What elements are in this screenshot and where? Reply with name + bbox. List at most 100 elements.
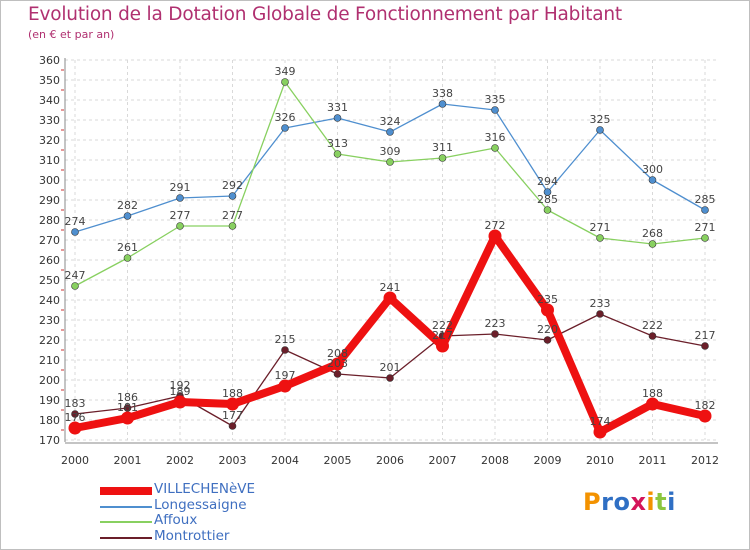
data-label-longessaigne-2011: 300 [642, 163, 663, 176]
data-point-montrottier-2005 [333, 370, 342, 378]
data-point-affoux-2000 [71, 282, 79, 290]
data-point-affoux-2005 [333, 150, 342, 158]
data-label-affoux-2012: 271 [695, 221, 716, 234]
data-point-longessaigne-2000 [71, 228, 79, 236]
data-point-affoux-2006 [386, 158, 394, 166]
data-label-affoux-2007: 311 [432, 141, 453, 154]
y-tick-label-170: 170 [39, 434, 60, 447]
chart-subtitle: (en € et par an) [28, 28, 115, 41]
x-tick-label-2001: 2001 [114, 454, 142, 467]
y-tick-label-270: 270 [39, 234, 60, 247]
y-tick-label-310: 310 [39, 154, 60, 167]
y-tick-label-250: 250 [39, 274, 60, 287]
logo-letter: r [601, 488, 614, 516]
data-label-montrottier-2004: 215 [275, 333, 296, 346]
data-label-villechene-ve-2000: 176 [65, 411, 86, 424]
data-point-affoux-2008 [491, 144, 499, 152]
logo-letter: o [613, 488, 631, 516]
data-point-montrottier-2006 [386, 374, 394, 382]
data-point-montrottier-2012 [701, 342, 709, 350]
data-label-longessaigne-2008: 335 [485, 93, 506, 106]
data-point-villechene-ve-2010 [593, 425, 607, 439]
legend-swatch-longessaigne [100, 505, 152, 508]
y-tick-label-280: 280 [39, 214, 60, 227]
x-tick-label-2011: 2011 [639, 454, 667, 467]
data-point-longessaigne-2008 [491, 106, 499, 114]
data-point-affoux-2007 [438, 154, 447, 162]
x-tick-label-2005: 2005 [324, 454, 352, 467]
data-point-villechene-ve-2005 [331, 357, 344, 371]
legend-label-montrottier: Montrottier [154, 527, 230, 544]
data-point-montrottier-2010 [596, 310, 604, 318]
data-label-montrottier-2011: 222 [642, 319, 663, 332]
x-tick-label-2007: 2007 [429, 454, 457, 467]
x-tick-label-2010: 2010 [586, 454, 614, 467]
logo-letter: i [667, 488, 676, 516]
data-point-longessaigne-2003 [228, 192, 237, 200]
data-label-montrottier-2007: 222 [432, 319, 453, 332]
data-point-longessaigne-2010 [596, 126, 604, 134]
data-label-longessaigne-2012: 285 [695, 193, 716, 206]
data-label-villechene-ve-2011: 188 [642, 387, 663, 400]
data-point-affoux-2001 [123, 254, 132, 262]
data-label-longessaigne-2007: 338 [432, 87, 453, 100]
x-tick-label-2002: 2002 [166, 454, 194, 467]
legend-label-affoux: Affoux [154, 512, 198, 528]
data-point-longessaigne-2002 [176, 194, 184, 202]
data-label-affoux-2011: 268 [642, 227, 663, 240]
x-tick-label-2003: 2003 [219, 454, 247, 467]
y-tick-label-290: 290 [39, 194, 60, 207]
logo-letter: x [630, 488, 647, 516]
data-label-affoux-2003: 277 [222, 209, 243, 222]
data-label-affoux-2004: 349 [275, 65, 296, 78]
data-label-montrottier-2012: 217 [695, 329, 716, 342]
data-point-villechene-ve-2008 [488, 229, 502, 243]
y-tick-label-190: 190 [39, 394, 60, 407]
logo-letter: t [655, 488, 668, 516]
data-label-villechene-ve-2002: 189 [170, 385, 191, 398]
y-tick-label-240: 240 [39, 294, 60, 307]
data-label-montrottier-2008: 223 [485, 317, 506, 330]
data-point-montrottier-2000 [71, 410, 79, 418]
data-label-longessaigne-2002: 291 [170, 181, 191, 194]
data-label-montrottier-2006: 201 [380, 361, 401, 374]
data-point-villechene-ve-2001 [121, 411, 134, 425]
data-label-affoux-2001: 261 [117, 241, 138, 254]
proxiti-logo: Proxiti [583, 488, 676, 516]
data-point-montrottier-2009 [543, 336, 552, 344]
data-point-affoux-2010 [596, 234, 604, 242]
data-point-longessaigne-2007 [438, 100, 447, 108]
data-label-villechene-ve-2008: 272 [485, 219, 506, 232]
data-point-villechene-ve-2000 [68, 421, 82, 435]
legend-label-villechenve: VILLECHENèVE [154, 481, 256, 497]
data-label-affoux-2005: 313 [327, 137, 348, 150]
data-label-villechene-ve-2007: 217 [432, 329, 453, 342]
data-point-villechene-ve-2002 [173, 395, 187, 409]
data-label-montrottier-2003: 177 [222, 409, 243, 422]
data-label-longessaigne-2010: 325 [590, 113, 611, 126]
y-tick-label-180: 180 [39, 414, 60, 427]
x-tick-label-2006: 2006 [376, 454, 404, 467]
y-tick-label-210: 210 [39, 354, 60, 367]
data-label-longessaigne-2001: 282 [117, 199, 138, 212]
data-point-villechene-ve-2012 [698, 409, 712, 423]
data-label-villechene-ve-2005: 208 [327, 347, 348, 360]
y-tick-label-350: 350 [39, 74, 60, 87]
data-label-affoux-2008: 316 [485, 131, 506, 144]
y-tick-label-340: 340 [39, 94, 60, 107]
x-tick-label-2008: 2008 [481, 454, 509, 467]
data-label-affoux-2002: 277 [170, 209, 191, 222]
data-point-montrottier-2008 [491, 330, 499, 338]
data-label-affoux-2006: 309 [380, 145, 401, 158]
data-label-montrottier-2001: 186 [117, 391, 138, 404]
data-label-villechene-ve-2006: 241 [380, 281, 401, 294]
data-point-villechene-ve-2006 [383, 291, 397, 305]
logo-letter: P [583, 488, 602, 516]
data-point-montrottier-2003 [228, 422, 237, 430]
data-point-longessaigne-2011 [648, 176, 657, 184]
legend-swatch-villechenve [100, 487, 152, 495]
data-label-montrottier-2010: 233 [590, 297, 611, 310]
data-point-longessaigne-2009 [543, 188, 552, 196]
